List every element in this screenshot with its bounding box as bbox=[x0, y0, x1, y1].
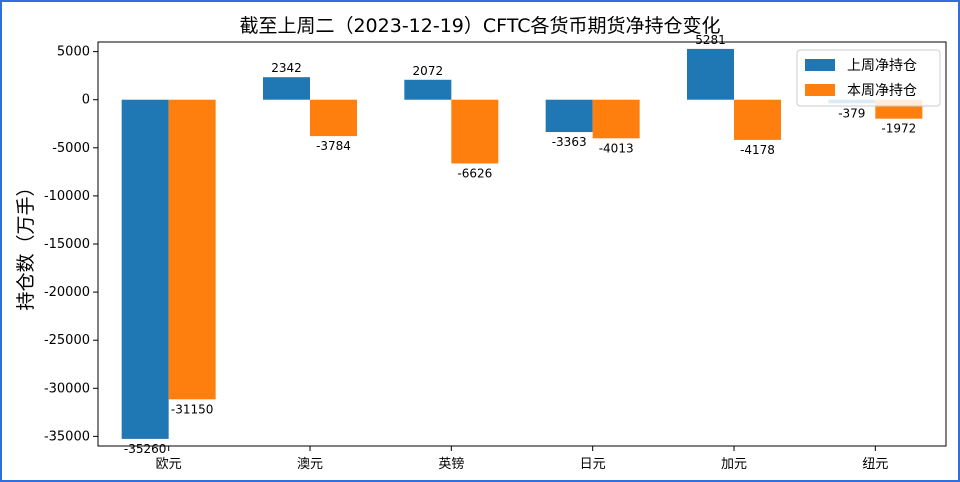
legend-entry: 本周净持仓 bbox=[847, 83, 917, 99]
x-tick-label: 加元 bbox=[721, 457, 747, 472]
bar-value-label: -4013 bbox=[599, 141, 634, 155]
legend-swatch bbox=[805, 84, 835, 96]
y-tick-label: -5000 bbox=[52, 141, 90, 156]
y-tick-label: -20000 bbox=[44, 285, 90, 300]
x-axis: 欧元 澳元 英镑 日元 加元 纽元 bbox=[156, 446, 888, 472]
x-tick-label: 英镑 bbox=[438, 456, 464, 472]
bars bbox=[121, 48, 923, 439]
y-axis: 5000 0 -5000 -10000 -15000 -20000 -25000 -30000… bbox=[44, 45, 98, 444]
chart-title: 截至上周二（2023-12-19）CFTC各货币期货净持仓变化 bbox=[239, 15, 720, 37]
bar-value-label: 2072 bbox=[413, 64, 444, 78]
y-tick-label: 0 bbox=[82, 93, 90, 108]
bar-this-week bbox=[592, 99, 640, 139]
y-tick-label: -30000 bbox=[44, 381, 90, 396]
bar-value-label: -379 bbox=[838, 106, 865, 120]
x-tick-label: 欧元 bbox=[156, 457, 182, 472]
bar-labels: -35260 -31150 2342 -3784 2072 -6626 -3363 -4013… bbox=[124, 33, 916, 456]
bar-this-week bbox=[734, 99, 781, 140]
bar-value-label: -3784 bbox=[316, 139, 351, 153]
bar-value-label: -4178 bbox=[740, 143, 775, 157]
bar-value-label: -35260 bbox=[124, 442, 167, 456]
bar-this-week bbox=[451, 99, 499, 164]
x-tick-label: 澳元 bbox=[297, 456, 323, 472]
bar-last-week bbox=[404, 79, 452, 100]
bar-last-week bbox=[545, 99, 593, 133]
bar-value-label: 5281 bbox=[695, 33, 726, 47]
y-tick-label: -10000 bbox=[44, 189, 90, 204]
bar-value-label: -1972 bbox=[881, 122, 916, 136]
y-axis-label: 持仓数（万手） bbox=[15, 177, 37, 310]
bar-value-label: 2342 bbox=[271, 61, 302, 75]
bar-value-label: -6626 bbox=[457, 166, 492, 180]
y-tick-label: -35000 bbox=[44, 429, 90, 444]
x-tick-label: 日元 bbox=[580, 457, 606, 472]
bar-last-week bbox=[121, 99, 169, 439]
y-tick-label: 5000 bbox=[57, 45, 90, 60]
bar-this-week bbox=[310, 99, 357, 137]
legend-swatch bbox=[805, 59, 835, 71]
legend-entry: 上周净持仓 bbox=[847, 58, 917, 74]
y-tick-label: -15000 bbox=[44, 237, 90, 252]
bar-last-week bbox=[687, 48, 734, 100]
y-tick-label: -25000 bbox=[44, 333, 90, 348]
bar-value-label: -3363 bbox=[552, 135, 587, 149]
bar-last-week bbox=[263, 77, 310, 100]
bar-this-week bbox=[168, 99, 216, 400]
x-tick-label: 纽元 bbox=[862, 457, 888, 472]
bar-value-label: -31150 bbox=[171, 402, 214, 416]
